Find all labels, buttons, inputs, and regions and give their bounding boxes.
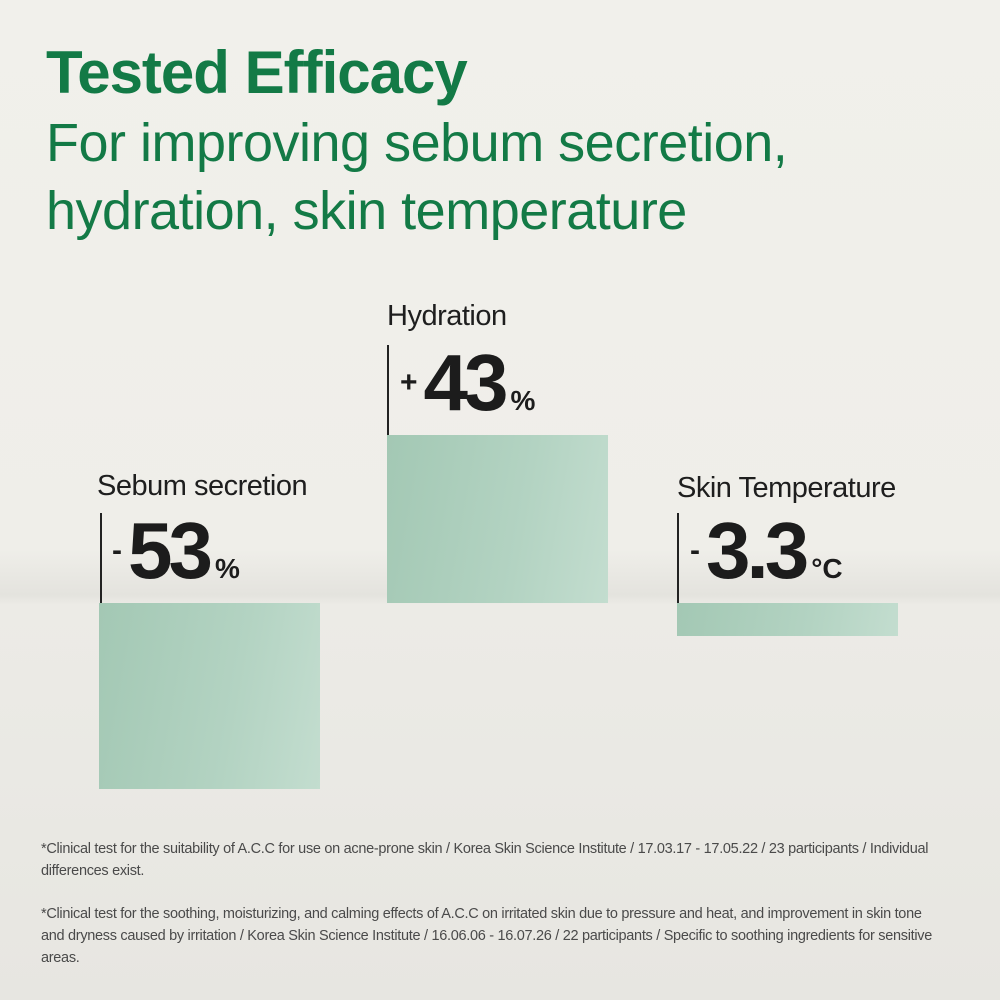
value-label-skin-temperature: - 3.3 °C [690, 505, 843, 597]
subtitle-line-2: hydration, skin temperature [46, 181, 687, 241]
value-sign: + [400, 366, 418, 399]
page-title: Tested Efficacy [46, 39, 468, 106]
value-sign: - [690, 534, 700, 567]
value-unit: °C [811, 553, 843, 584]
footnote-2: *Clinical test for the soothing, moistur… [41, 906, 932, 966]
value-unit: % [214, 553, 240, 584]
subtitle-line-1: For improving sebum secretion, [46, 113, 788, 173]
value-unit: % [510, 385, 536, 416]
value-number: 43 [423, 338, 509, 427]
value-sign: - [112, 534, 122, 567]
value-number: 53 [128, 506, 213, 595]
bar-sebum [99, 603, 320, 789]
value-label-sebum: - 53 % [112, 505, 240, 597]
bar-hydration [387, 435, 608, 603]
divider-line [387, 345, 389, 435]
category-label-skin-temperature: Skin Temperature [677, 472, 896, 504]
value-number: 3.3 [706, 506, 809, 595]
value-label-hydration: + 43 % [400, 337, 535, 429]
category-label-hydration: Hydration [387, 300, 507, 332]
bar-skin-temperature [677, 603, 898, 636]
divider-line [100, 513, 102, 603]
footnote-1: *Clinical test for the suitability of A.… [41, 841, 929, 879]
divider-line [677, 513, 679, 603]
category-label-sebum: Sebum secretion [97, 470, 308, 502]
